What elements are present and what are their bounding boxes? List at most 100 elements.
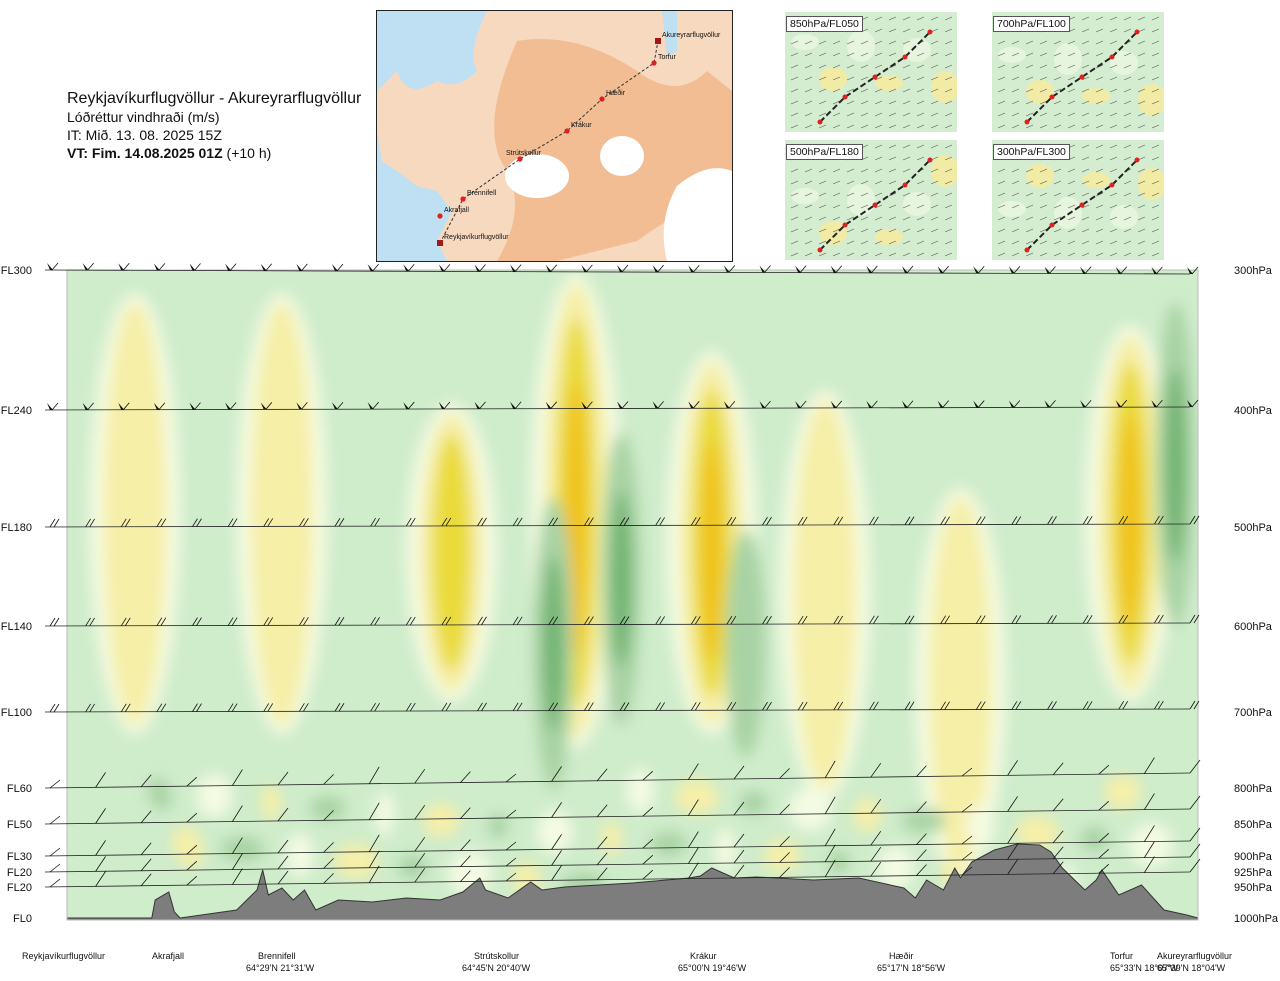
wind-barb-pennant [723,265,730,273]
mini-map-wind-barb [846,124,855,129]
wind-barb-feather [124,703,131,713]
wind-barb-feather [372,263,379,272]
wind-barb-shaft [596,804,608,818]
mini-map-wind-barb [1081,16,1090,21]
mini-map-wind-barb [846,168,855,173]
wind-barb-shaft [186,776,198,787]
mini-map-wind-barb [1151,156,1160,161]
mini-map-wind-barb [1081,240,1090,245]
wind-barb-feather [370,616,376,626]
mini-map-wind-barb [818,64,827,69]
wind-barb-feather [374,616,380,626]
wind-barb-feather [265,263,273,272]
mini-map-wind-barb [944,64,953,69]
mini-map-wind-barb [888,216,897,221]
mini-map-wind-barb [1053,192,1062,197]
lead-time: (+10 h) [226,145,272,161]
vatnajokull-glacier [663,168,732,261]
mini-map-patch [875,229,903,245]
wind-barb-feather [512,517,519,526]
wind-barb-shaft [368,865,380,884]
wind-barb-feather [1122,614,1129,624]
mini-map-wind-barb [1067,180,1076,185]
mini-map-point [872,74,878,80]
mini-map-wind-barb [1039,180,1048,185]
mini-map-wind-barb [1151,64,1160,69]
mini-map-wind-barb [1095,156,1104,161]
wind-barb-pennant [1080,400,1087,408]
wind-barb-feather [370,517,376,527]
wind-barb-axis [44,871,1191,888]
wind-barb-feather [694,702,701,711]
mini-map-wind-barb [1109,76,1118,81]
wind-barb-shaft [1144,757,1155,774]
mini-map-wind-barb [1081,40,1090,45]
mini-map-wind-barb [916,252,925,257]
mini-map-wind-barb [916,52,925,57]
wind-barb-feather [196,617,202,626]
mini-map-wind-barb [916,156,925,161]
wind-barb-pennant [617,401,623,409]
wind-barb-feather [441,517,448,527]
mini-map-patch [1138,84,1164,116]
mini-map-wind-barb [1025,112,1034,117]
wind-barb-shaft [961,835,973,845]
wind-barb-feather [1191,399,1199,408]
mini-map-wind-barb [790,100,799,105]
wind-barb-shaft [1189,759,1201,774]
wind-barb-shaft [961,866,973,876]
wind-barb-shaft [779,804,790,815]
wind-barb-feather [409,517,416,527]
wind-barb-feather [263,617,270,626]
map-point-label: Akureyrarflugvöllur [662,32,721,39]
wind-barb-feather [407,263,415,272]
wind-barb-feather [548,517,555,526]
mini-map-wind-barb [1039,64,1048,69]
wind-barb-feather [1047,516,1053,525]
mini-map-wind-barb [804,252,813,257]
wind-barb-shaft [140,873,152,887]
map-point-marker [651,60,657,66]
mini-map-patch [1082,88,1110,104]
wind-barb-shaft [596,836,608,850]
mini-map-wind-barb [846,76,855,81]
mini-map-wind-barb [874,64,883,69]
wind-barb-pennant [1187,267,1193,274]
map-point-label: Torfur [658,54,677,61]
wind-barb-feather [49,617,56,627]
wind-barb-shaft [916,765,927,777]
mini-map-wind-barb [1137,216,1146,221]
wind-barb-pennant [973,400,980,408]
wind-barb-axis [44,772,1191,789]
mini-map-patch [847,30,875,62]
plot-frame [66,269,1199,921]
wind-barb-feather [835,265,843,274]
wind-barb-row [44,262,1199,275]
mini-map-wind-barb [1123,216,1132,221]
mini-map-wind-barb [832,76,841,81]
mini-map-wind-barb [1137,124,1146,129]
wind-barb-feather [1193,700,1200,710]
wind-barb-shaft [323,842,334,853]
mini-map-wind-barb [997,100,1006,105]
wind-barb-axis [44,808,1191,825]
mini-map-wind-barb [1039,124,1048,129]
mini-map-point [1079,74,1085,80]
mini-map-wind-barb [1123,100,1132,105]
wind-barb-shaft [368,850,380,869]
mini-map-wind-barb [1137,168,1146,173]
mini-map-wind-barb [944,204,953,209]
wind-barb-shaft [95,808,106,824]
wind-barb-feather [835,400,843,409]
mini-map-wind-barb [997,192,1006,197]
mini-map-wind-barb [930,180,939,185]
mini-map-wind-barb [1081,204,1090,209]
mini-map-wind-barb [1039,112,1048,117]
wind-barb-row [44,614,1200,627]
mini-map-wind-barb [1011,228,1020,233]
mini-map-wind-barb [1067,204,1076,209]
wind-barb-feather [89,617,95,627]
wind-barb-shaft [551,865,562,881]
pressure-level-label: 900hPa [1234,851,1273,863]
mini-map-patch [1054,43,1082,75]
